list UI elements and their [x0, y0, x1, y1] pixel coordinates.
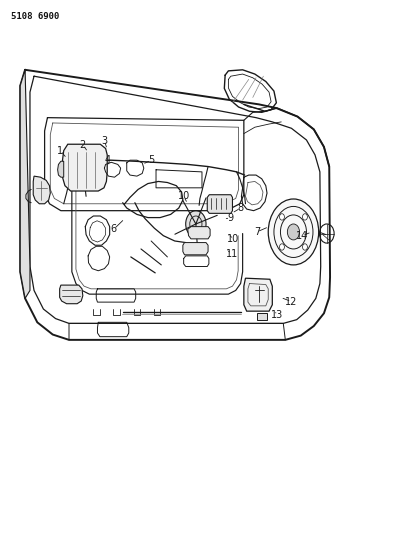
Polygon shape — [207, 195, 233, 213]
Circle shape — [186, 211, 206, 237]
Polygon shape — [244, 278, 272, 311]
Text: 5108 6900: 5108 6900 — [11, 12, 59, 21]
Circle shape — [302, 214, 307, 220]
Text: 4: 4 — [104, 155, 111, 165]
Text: 1: 1 — [58, 146, 64, 156]
Text: 3: 3 — [101, 135, 107, 146]
Text: 13: 13 — [271, 310, 283, 320]
Text: 10: 10 — [177, 191, 190, 201]
Circle shape — [279, 244, 284, 250]
Circle shape — [268, 199, 319, 265]
Polygon shape — [60, 285, 83, 304]
Polygon shape — [33, 176, 50, 204]
Text: 6: 6 — [111, 224, 117, 235]
Polygon shape — [62, 144, 107, 191]
Text: 8: 8 — [237, 203, 244, 213]
Text: 14: 14 — [296, 231, 308, 241]
Polygon shape — [188, 227, 210, 239]
Polygon shape — [257, 313, 267, 320]
Text: 10: 10 — [227, 235, 239, 245]
Text: 2: 2 — [80, 140, 86, 150]
Circle shape — [279, 214, 284, 220]
Text: 9: 9 — [227, 213, 233, 223]
Text: 5: 5 — [148, 155, 154, 165]
Circle shape — [287, 224, 299, 240]
Text: 11: 11 — [226, 249, 238, 259]
Polygon shape — [20, 70, 30, 298]
Text: 12: 12 — [285, 296, 297, 306]
Polygon shape — [183, 243, 208, 255]
Text: 7: 7 — [254, 227, 260, 237]
Circle shape — [302, 244, 307, 250]
Polygon shape — [58, 161, 64, 177]
